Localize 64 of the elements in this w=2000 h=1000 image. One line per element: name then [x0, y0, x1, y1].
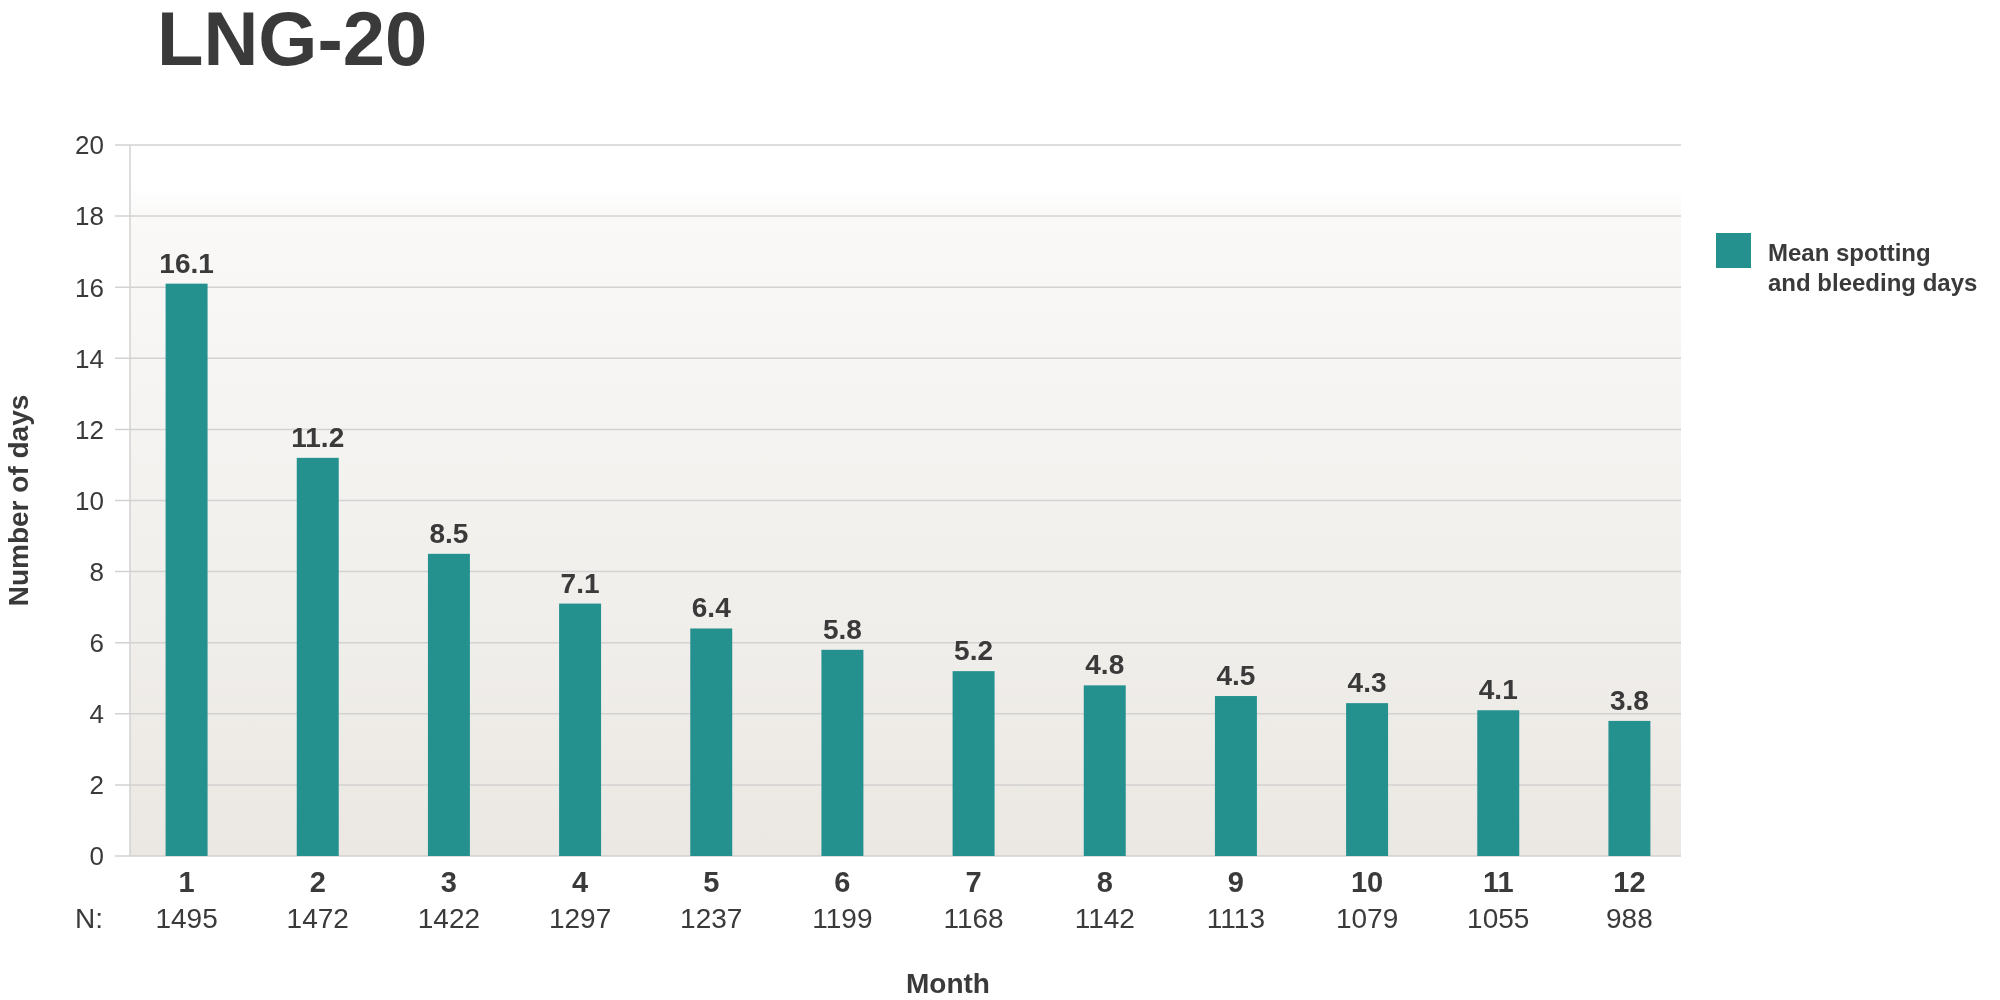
bar [559, 603, 602, 856]
y-tick-label: 14 [75, 343, 104, 374]
text: 1297 [548, 903, 612, 934]
text: 1113 [1206, 903, 1265, 934]
bar [427, 553, 470, 856]
y-tick-label: 16 [75, 272, 104, 303]
data-label: 11.2 [291, 421, 345, 453]
y-tick-label: 18 [75, 201, 104, 232]
text: 1472 [286, 903, 349, 934]
x-tick-label: 2 [309, 866, 326, 898]
x-tick-label: 3 [440, 866, 457, 898]
text: 1142 [1074, 903, 1135, 934]
x-tick-label: 6 [834, 866, 851, 898]
x-tick-label: 12 [1613, 866, 1646, 898]
y-tick-label: 20 [75, 130, 104, 161]
data-label: 5.2 [954, 635, 994, 667]
text: 1168 [943, 903, 1004, 934]
data-label: 7.1 [560, 567, 600, 599]
x-tick-label: 9 [1227, 866, 1244, 898]
bar [690, 628, 733, 856]
x-tick-label: 8 [1096, 866, 1113, 898]
text: 1422 [417, 903, 481, 934]
bar [165, 283, 208, 856]
legend-label: Mean spotting and bleeding days [1768, 239, 1978, 296]
text: N: [75, 903, 103, 934]
bar [1214, 696, 1257, 856]
data-label: 6.4 [691, 592, 732, 624]
text: 1079 [1335, 903, 1399, 934]
bar [821, 649, 864, 856]
data-label: 4.8 [1085, 649, 1125, 681]
data-label: 4.3 [1347, 667, 1387, 699]
chart-title: LNG-20 [157, 0, 428, 81]
data-label: 8.5 [429, 517, 469, 549]
x-tick-label: 5 [703, 866, 720, 898]
data-label: 5.8 [822, 613, 862, 645]
data-label: 4.5 [1216, 660, 1256, 692]
data-label: 16.1 [159, 247, 214, 279]
x-tick-label: 11 [1482, 866, 1514, 898]
text: 1237 [680, 903, 743, 934]
bar [1608, 720, 1651, 856]
x-tick-label: 1 [178, 866, 195, 898]
text: 988 [1606, 903, 1653, 934]
bar [1083, 685, 1126, 856]
bar [1346, 703, 1389, 856]
x-tick-label: 4 [572, 866, 589, 898]
text: 1495 [155, 903, 218, 934]
bar [952, 671, 995, 856]
text: 1199 [812, 903, 873, 934]
y-tick-label: 4 [89, 699, 104, 730]
y-tick-label: 8 [89, 556, 104, 587]
x-tick-label: 7 [965, 866, 982, 898]
y-axis-title: Number of days [2, 394, 34, 607]
y-tick-label: 10 [75, 485, 104, 516]
y-tick-label: 2 [89, 770, 104, 801]
x-tick-label: 10 [1350, 866, 1384, 898]
x-axis-title: Month [906, 968, 990, 999]
bar [1477, 710, 1520, 856]
data-label: 4.1 [1478, 674, 1518, 706]
data-label: 3.8 [1609, 684, 1649, 716]
y-tick-label: 0 [89, 841, 104, 872]
y-tick-label: 12 [75, 414, 104, 445]
text: 1055 [1467, 903, 1530, 934]
y-tick-label: 6 [89, 628, 104, 659]
bar [296, 457, 339, 856]
